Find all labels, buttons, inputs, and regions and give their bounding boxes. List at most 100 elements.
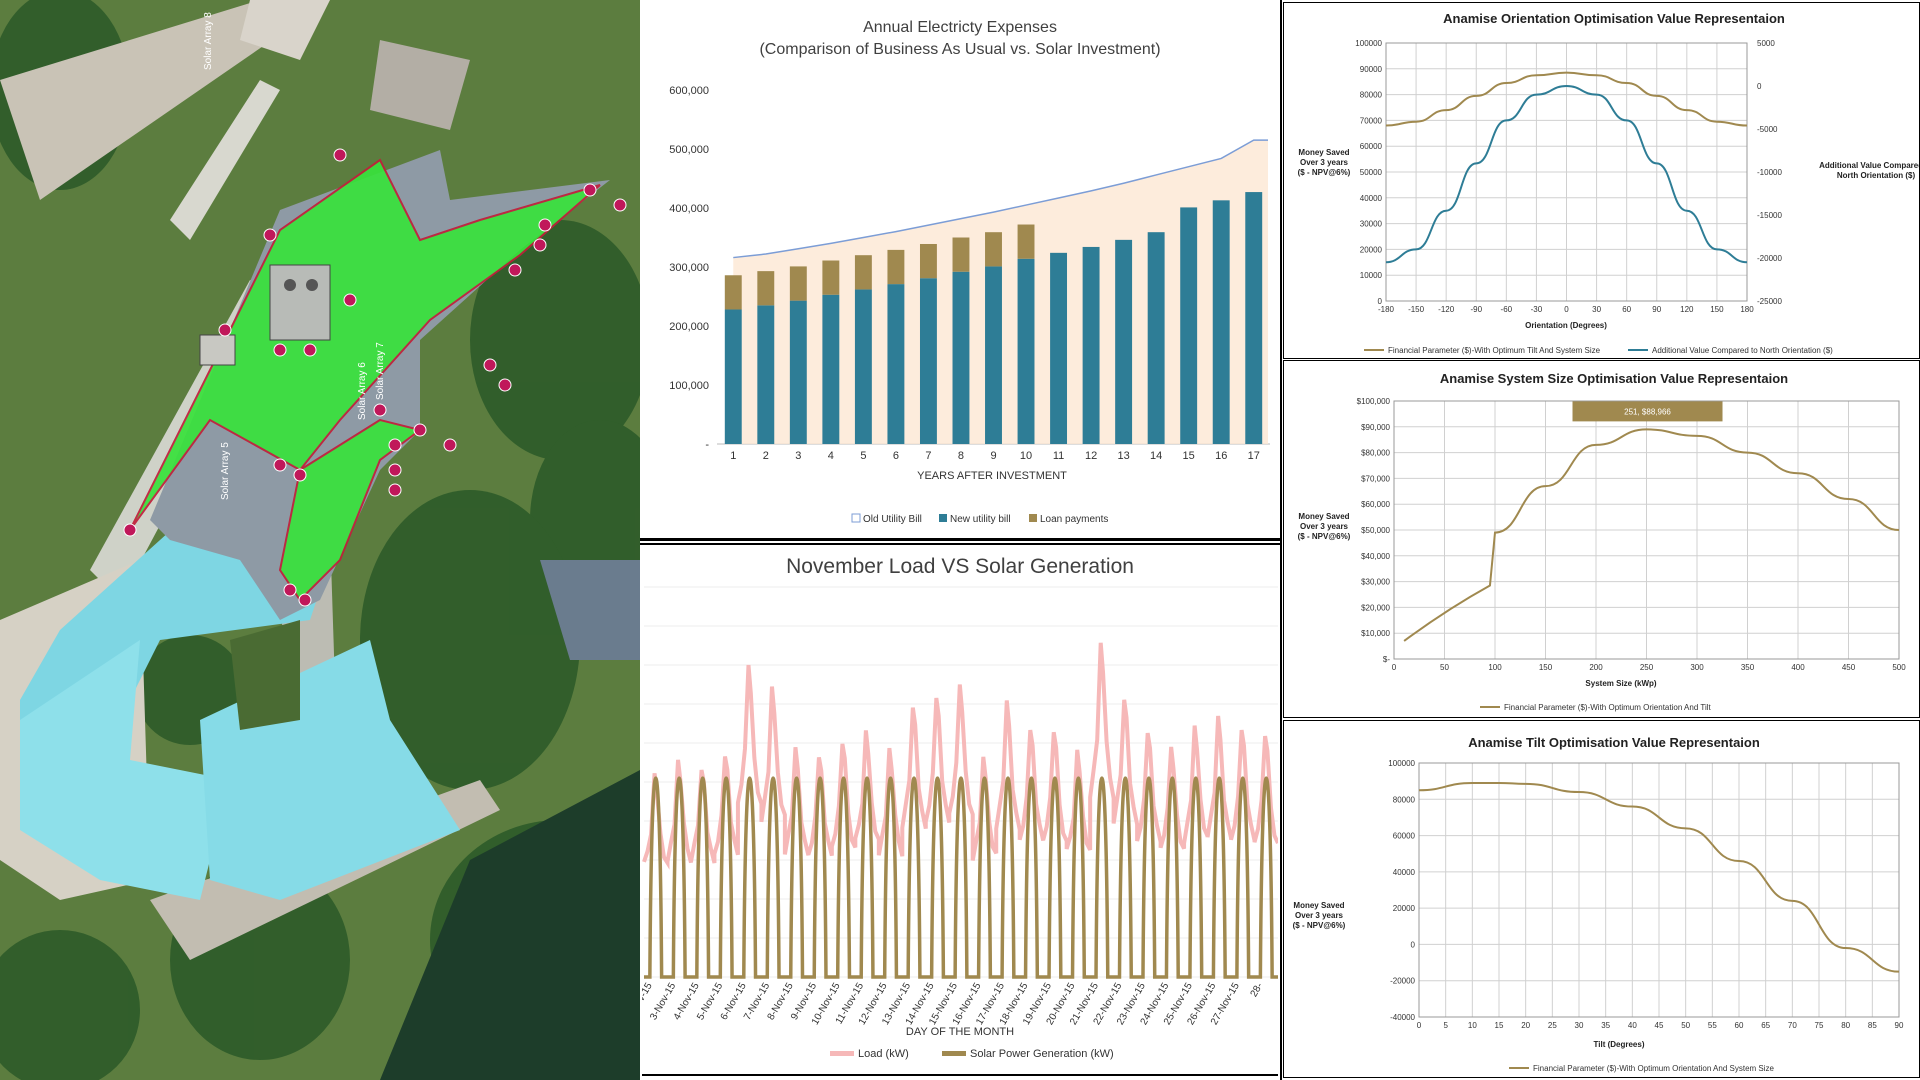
system-size-chart: Anamise System Size Optimisation Value R… <box>1298 371 1907 712</box>
series-line-financial <box>1403 428 1900 642</box>
x-axis-label: DAY OF THE MONTH <box>906 1026 1014 1038</box>
bar-new-utility <box>1245 192 1263 444</box>
divider <box>640 543 1280 545</box>
x-tick-label: -120 <box>1438 305 1455 314</box>
x-tick-label: 12 <box>1085 450 1097 462</box>
y-tick-label: $- <box>1383 655 1390 664</box>
y-tick-label: $10,000 <box>1361 629 1390 638</box>
x-tick-label: 40 <box>1628 1021 1637 1030</box>
system-size-chart-panel: Anamise System Size Optimisation Value R… <box>1283 360 1920 718</box>
x-tick-label: 30 <box>1575 1021 1584 1030</box>
x-tick-label: 10 <box>1468 1021 1477 1030</box>
legend-label: Financial Parameter ($)-With Optimum Ori… <box>1504 703 1712 712</box>
y-tick-label: 200,000 <box>669 321 709 333</box>
x-tick-label: 150 <box>1710 305 1724 314</box>
orientation-chart: Anamise Orientation Optimisation Value R… <box>1298 11 1919 355</box>
x-tick-label: 400 <box>1791 663 1805 672</box>
x-tick-label: 300 <box>1690 663 1704 672</box>
divider <box>1280 0 1282 1080</box>
x-tick-label: 9 <box>990 450 996 462</box>
chart-title: Annual Electricty Expenses <box>863 19 1057 36</box>
x-tick-label: 65 <box>1761 1021 1770 1030</box>
bar-new-utility <box>1212 200 1230 444</box>
bar-new-utility <box>1017 258 1035 444</box>
y-tick-label: 400,000 <box>669 203 709 215</box>
legend-label: Additional Value Compared to North Orien… <box>1652 346 1833 355</box>
y-tick-label: 100000 <box>1388 759 1415 768</box>
bar-new-utility <box>789 300 807 444</box>
x-tick-label: 100 <box>1488 663 1502 672</box>
divider <box>642 1074 1278 1076</box>
y-tick-label: 10000 <box>1360 271 1383 280</box>
x-tick-label: 5 <box>860 450 866 462</box>
bar-new-utility <box>1050 252 1068 444</box>
x-tick-label: 450 <box>1842 663 1856 672</box>
y-tick-label: $80,000 <box>1361 449 1390 458</box>
y-tick-label: $90,000 <box>1361 423 1390 432</box>
old-utility-line <box>733 139 1268 259</box>
y-tick-label: $30,000 <box>1361 578 1390 587</box>
x-tick-label: 11 <box>1053 450 1064 462</box>
y-tick-label: 60000 <box>1360 142 1383 151</box>
x-tick-label: 20 <box>1521 1021 1530 1030</box>
y2-tick-label: 0 <box>1757 82 1762 91</box>
x-tick-label: 85 <box>1868 1021 1877 1030</box>
y-tick-label: 40000 <box>1360 194 1383 203</box>
y-tick-label: 30000 <box>1360 220 1383 229</box>
y-tick-label: 20000 <box>1360 245 1383 254</box>
array-label: Solar Array 5 <box>220 442 231 500</box>
x-axis-label: System Size (kWp) <box>1585 679 1656 688</box>
chart-title: Anamise Orientation Optimisation Value R… <box>1443 11 1785 26</box>
y-axis-label: Money Saved Over 3 years ($ - NPV@6%) <box>1298 512 1351 541</box>
x-tick-label: 35 <box>1601 1021 1610 1030</box>
array-label: Solar Array 8 <box>203 12 214 70</box>
legend-label: Loan payments <box>1040 514 1108 525</box>
chart-title: November Load VS Solar Generation <box>786 555 1134 578</box>
x-tick-label: 75 <box>1815 1021 1824 1030</box>
y-tick-label: $100,000 <box>1357 397 1391 406</box>
legend-label: Solar Power Generation (kW) <box>970 1048 1114 1060</box>
x-tick-label: -90 <box>1470 305 1482 314</box>
y-tick-label: -40000 <box>1390 1013 1415 1022</box>
bar-new-utility <box>1147 232 1165 444</box>
x-tick-label: 25 <box>1548 1021 1557 1030</box>
bar-loan-payment <box>1017 224 1035 259</box>
x-tick-label: 8 <box>958 450 964 462</box>
y-tick-label: 100,000 <box>669 380 709 392</box>
bar-loan-payment <box>757 271 775 306</box>
x-tick-label: 55 <box>1708 1021 1717 1030</box>
november-load-chart: November Load VS Solar Generation Nov-15… <box>642 555 1278 1060</box>
y2-tick-label: -25000 <box>1757 297 1782 306</box>
y2-tick-label: -15000 <box>1757 211 1782 220</box>
array-label: Solar Array 6 <box>357 362 368 420</box>
orientation-chart-panel: Anamise Orientation Optimisation Value R… <box>1283 2 1920 359</box>
x-tick-label: 250 <box>1640 663 1654 672</box>
x-tick-label: 15 <box>1183 450 1195 462</box>
annotation-label: 251, $88,966 <box>1624 407 1671 416</box>
tilt-chart-panel: Anamise Tilt Optimisation Value Represen… <box>1283 720 1920 1078</box>
bar-new-utility <box>919 278 937 444</box>
y-tick-label: 600,000 <box>669 85 709 97</box>
x-tick-label: 2 <box>763 450 769 462</box>
x-tick-label: 150 <box>1539 663 1553 672</box>
legend-label: Load (kW) <box>858 1048 909 1060</box>
y-tick-label: 80000 <box>1393 795 1416 804</box>
legend: Financial Parameter ($)-With Optimum Ori… <box>1509 1064 1775 1073</box>
x-tick-label: 13 <box>1117 450 1129 462</box>
legend: Financial Parameter ($)-With Optimum Til… <box>1364 346 1833 355</box>
bar-loan-payment <box>789 266 807 301</box>
x-tick-label: 200 <box>1589 663 1603 672</box>
x-tick-label: 7 <box>925 450 931 462</box>
x-tick-label: 60 <box>1735 1021 1744 1030</box>
chart-subtitle: (Comparison of Business As Usual vs. Sol… <box>759 41 1160 58</box>
bar-new-utility <box>724 309 742 444</box>
series-line-additional-value <box>1385 84 1748 264</box>
bar-loan-payment <box>887 249 905 285</box>
series-line-financial <box>1385 71 1748 127</box>
x-tick-label: 50 <box>1681 1021 1690 1030</box>
annual-expenses-chart-panel: Annual Electricty Expenses (Comparison o… <box>642 0 1278 536</box>
legend-label: Financial Parameter ($)-With Optimum Ori… <box>1533 1064 1775 1073</box>
plot-frame <box>1385 42 1748 302</box>
legend-label: Old Utility Bill <box>863 514 922 525</box>
x-tick-label: 10 <box>1020 450 1032 462</box>
